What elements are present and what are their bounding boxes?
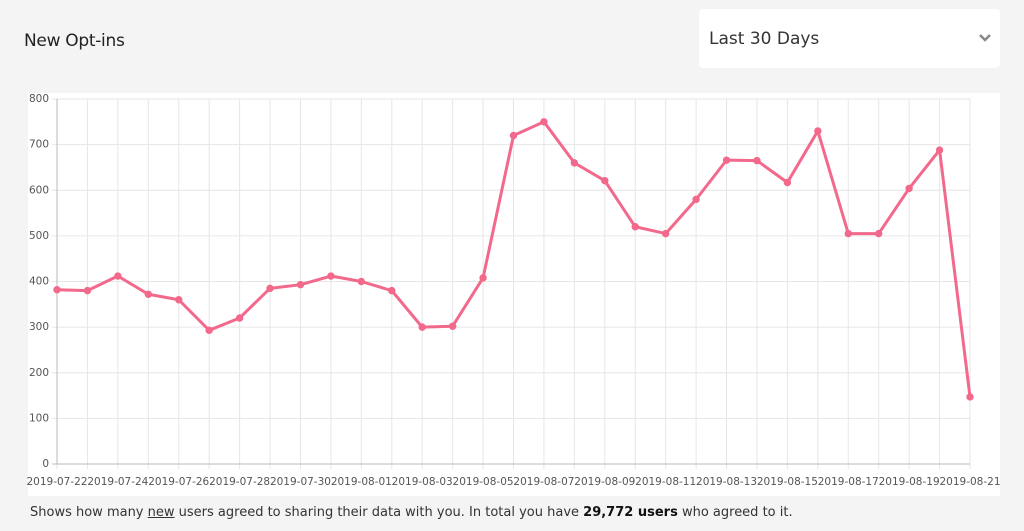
point xyxy=(53,286,61,294)
x-tick-label: 2019-08-09 xyxy=(574,476,635,488)
x-tick-label: 2019-07-30 xyxy=(270,476,331,488)
page-title: New Opt-ins xyxy=(24,31,125,51)
x-tick-label: 2019-08-01 xyxy=(331,476,392,488)
footer-text: users agreed to sharing their data with … xyxy=(178,505,580,520)
point xyxy=(875,229,883,238)
footer-text: Shows how many xyxy=(30,505,144,520)
x-tick-label: 2019-07-26 xyxy=(148,476,209,488)
point xyxy=(783,178,792,187)
chevron[interactable] xyxy=(978,33,992,43)
point xyxy=(631,223,639,231)
point xyxy=(114,272,122,280)
x-tick-label: 2019-08-11 xyxy=(635,476,696,488)
point xyxy=(935,146,944,154)
point xyxy=(753,156,761,165)
x-tick-label: 2019-07-22 xyxy=(26,476,87,488)
x-tick-label: 2019-07-24 xyxy=(87,476,148,488)
point xyxy=(296,280,305,289)
point xyxy=(540,118,548,126)
y-tick-label: 100 xyxy=(29,412,49,424)
point xyxy=(601,176,609,185)
point xyxy=(205,326,213,335)
x-tick-label: 2019-08-13 xyxy=(696,476,757,488)
dropdown-label[interactable]: Last 30 Days xyxy=(709,29,820,49)
point xyxy=(692,195,700,204)
point xyxy=(844,229,852,238)
point xyxy=(327,272,335,280)
y-tick-label: 600 xyxy=(29,184,49,196)
point xyxy=(509,131,518,140)
point xyxy=(83,286,92,295)
point xyxy=(814,127,822,135)
point xyxy=(570,159,579,167)
point xyxy=(966,393,974,401)
x-tick-label: 2019-08-17 xyxy=(818,476,879,488)
point xyxy=(905,184,913,193)
footer-text: who agreed to it. xyxy=(681,505,793,520)
x-tick-label: 2019-08-05 xyxy=(453,476,514,488)
footer-emphasis: new xyxy=(147,505,175,520)
y-tick-label: 400 xyxy=(29,276,49,288)
point xyxy=(661,229,670,238)
point xyxy=(235,314,244,322)
range-dropdown[interactable]: Last 30 Days xyxy=(699,9,1000,68)
x-tick-label: 2019-07-28 xyxy=(209,476,270,488)
y-tick-label: 300 xyxy=(29,321,49,333)
y-tick-label: 700 xyxy=(29,139,49,151)
point xyxy=(448,322,457,330)
point xyxy=(479,274,487,282)
point xyxy=(722,156,731,164)
y-tick-label: 500 xyxy=(29,230,49,242)
y-tick-label: 0 xyxy=(42,458,49,470)
point xyxy=(357,277,366,286)
point xyxy=(388,286,396,295)
footer-total: 29,772 users xyxy=(583,505,678,520)
point xyxy=(144,290,153,298)
x-tick-label: 2019-08-21 xyxy=(939,476,1000,488)
footer-note: Shows how many new users agreed to shari… xyxy=(30,505,793,520)
point xyxy=(418,323,426,331)
x-tick-label: 2019-08-03 xyxy=(392,476,453,488)
point xyxy=(175,296,183,304)
x-tick-label: 2019-08-19 xyxy=(879,476,940,488)
point xyxy=(266,284,274,293)
x-tick-label: 2019-08-15 xyxy=(757,476,818,488)
y-tick-label: 200 xyxy=(29,367,49,379)
y-tick-label: 800 xyxy=(29,93,49,105)
x-tick-label: 2019-08-07 xyxy=(513,476,574,488)
